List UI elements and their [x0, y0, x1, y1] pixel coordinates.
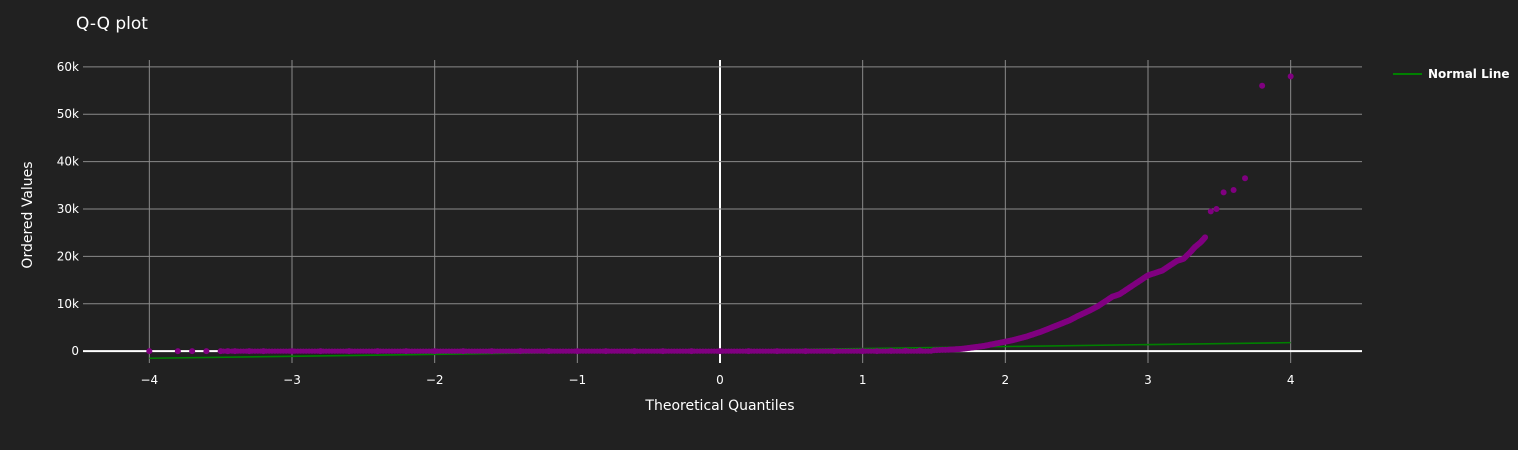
x-tick-label: 1 — [859, 373, 867, 387]
x-tick-label: −1 — [568, 373, 586, 387]
data-point — [317, 348, 324, 355]
qq-points-series — [146, 73, 1294, 355]
data-point — [1220, 189, 1227, 196]
data-point — [1242, 175, 1249, 182]
x-tick-label: 4 — [1287, 373, 1295, 387]
legend-label-normal-line: Normal Line — [1428, 67, 1510, 81]
data-point — [916, 347, 923, 354]
data-point — [802, 348, 809, 355]
data-point — [224, 348, 231, 355]
x-tick-label: 3 — [1144, 373, 1152, 387]
data-point — [217, 348, 224, 355]
data-point — [289, 348, 295, 355]
data-point — [1201, 235, 1208, 242]
data-point — [659, 348, 666, 355]
data-point — [717, 348, 723, 355]
y-tick-label: 0 — [71, 344, 79, 358]
x-tick-label: −3 — [283, 373, 301, 387]
data-point — [745, 348, 752, 355]
data-point — [431, 348, 438, 355]
data-point — [873, 348, 880, 355]
x-tick-label: −4 — [140, 373, 158, 387]
data-point — [374, 348, 381, 355]
data-point — [902, 347, 909, 354]
data-point — [631, 348, 638, 355]
data-point — [888, 347, 895, 354]
data-point — [189, 348, 196, 355]
y-tick-label: 30k — [57, 202, 79, 216]
data-point — [688, 348, 695, 355]
y-tick-label: 50k — [57, 107, 79, 121]
legend[interactable]: Normal Line — [1393, 67, 1510, 81]
x-tick-label: 2 — [1002, 373, 1010, 387]
data-point — [403, 348, 410, 355]
data-point — [246, 348, 253, 355]
data-point — [146, 348, 153, 355]
data-point — [831, 348, 838, 355]
data-point — [1259, 82, 1266, 89]
data-point — [574, 348, 581, 355]
y-tick-label: 60k — [57, 60, 79, 74]
data-point — [1207, 208, 1214, 215]
x-tick-label: 0 — [716, 373, 724, 387]
data-point — [346, 348, 353, 355]
data-point — [1230, 187, 1237, 194]
chart-title: Q-Q plot — [76, 14, 148, 34]
data-point — [859, 348, 866, 355]
data-point — [774, 348, 781, 355]
data-point — [203, 348, 210, 355]
y-tick-labels: 0 10k 20k 30k 40k 50k 60k — [57, 60, 79, 358]
y-tick-label: 10k — [57, 297, 79, 311]
grid-lines — [83, 60, 1362, 363]
x-tick-labels: −4 −3 −2 −1 0 1 2 3 4 — [140, 373, 1294, 387]
y-tick-label: 40k — [57, 155, 79, 169]
data-point — [231, 348, 238, 355]
x-axis-title: Theoretical Quantiles — [644, 398, 794, 414]
data-point — [460, 348, 467, 355]
data-point — [942, 346, 949, 353]
data-point — [602, 348, 609, 355]
data-point — [260, 348, 267, 355]
data-point — [545, 348, 552, 355]
x-tick-label: −2 — [426, 373, 444, 387]
data-point — [1287, 73, 1294, 80]
data-point — [488, 348, 495, 355]
y-axis-title: Ordered Values — [20, 161, 36, 268]
data-point — [174, 348, 181, 355]
data-point — [517, 348, 524, 355]
data-point — [1213, 206, 1220, 212]
y-tick-label: 20k — [57, 249, 79, 263]
